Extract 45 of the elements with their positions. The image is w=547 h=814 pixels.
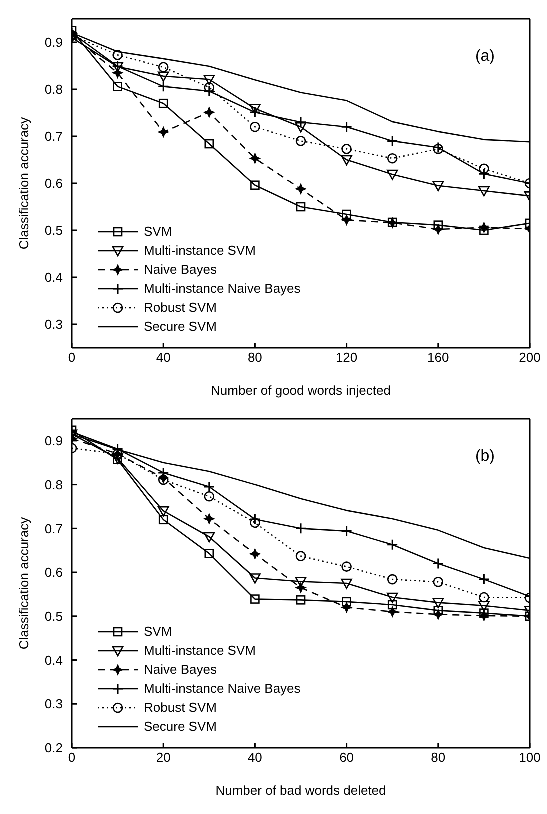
y-tick-label: 0.8: [44, 82, 63, 98]
y-tick-label: 0.7: [44, 521, 63, 536]
x-tick-label: 0: [68, 350, 76, 366]
legend-label: Naive Bayes: [144, 662, 217, 677]
y-tick-label: 0.4: [44, 270, 63, 286]
y-tick-label: 0.3: [44, 317, 63, 332]
legend-label: Multi-instance SVM: [144, 643, 256, 658]
legend-label: Robust SVM: [144, 700, 217, 715]
y-tick-label: 0.5: [44, 223, 63, 238]
legend-label: Multi-instance SVM: [144, 243, 256, 258]
y-tick-label: 0.2: [44, 740, 63, 756]
y-tick-label: 0.5: [44, 609, 63, 624]
x-tick-label: 120: [336, 350, 358, 366]
y-axis-title: Classification accuracy: [16, 516, 32, 650]
y-tick-label: 0.3: [44, 696, 63, 712]
y-tick-label: 0.9: [44, 434, 63, 449]
x-tick-label: 200: [519, 350, 541, 366]
y-tick-label: 0.6: [44, 176, 63, 192]
y-tick-label: 0.9: [44, 35, 63, 50]
x-axis-title: Number of good words injected: [211, 383, 391, 398]
annotation: (a): [475, 48, 495, 66]
y-tick-label: 0.6: [44, 565, 63, 580]
x-tick-label: 100: [519, 750, 541, 766]
y-tick-label: 0.4: [44, 652, 63, 668]
legend-label: Naive Bayes: [144, 262, 217, 277]
legend-label: Robust SVM: [144, 300, 217, 315]
x-axis-title: Number of bad words deleted: [216, 783, 386, 798]
x-tick-label: 80: [431, 750, 446, 766]
y-tick-label: 0.7: [44, 129, 63, 144]
legend-label: Secure SVM: [144, 319, 217, 334]
x-tick-label: 40: [248, 750, 262, 766]
legend-label: Multi-instance Naive Bayes: [144, 681, 301, 696]
legend-label: Secure SVM: [144, 719, 217, 734]
y-tick-label: 0.8: [44, 477, 63, 492]
annotation: (b): [475, 448, 495, 466]
x-tick-label: 60: [340, 750, 354, 766]
x-tick-label: 40: [156, 350, 171, 366]
y-axis-title: Classification accuracy: [16, 116, 32, 250]
x-tick-label: 160: [428, 350, 450, 366]
legend-label: SVM: [144, 224, 172, 239]
legend-label: SVM: [144, 624, 172, 639]
x-tick-label: 0: [68, 750, 76, 766]
x-tick-label: 20: [156, 750, 171, 766]
legend-label: Multi-instance Naive Bayes: [144, 281, 301, 296]
x-tick-label: 80: [248, 350, 262, 366]
